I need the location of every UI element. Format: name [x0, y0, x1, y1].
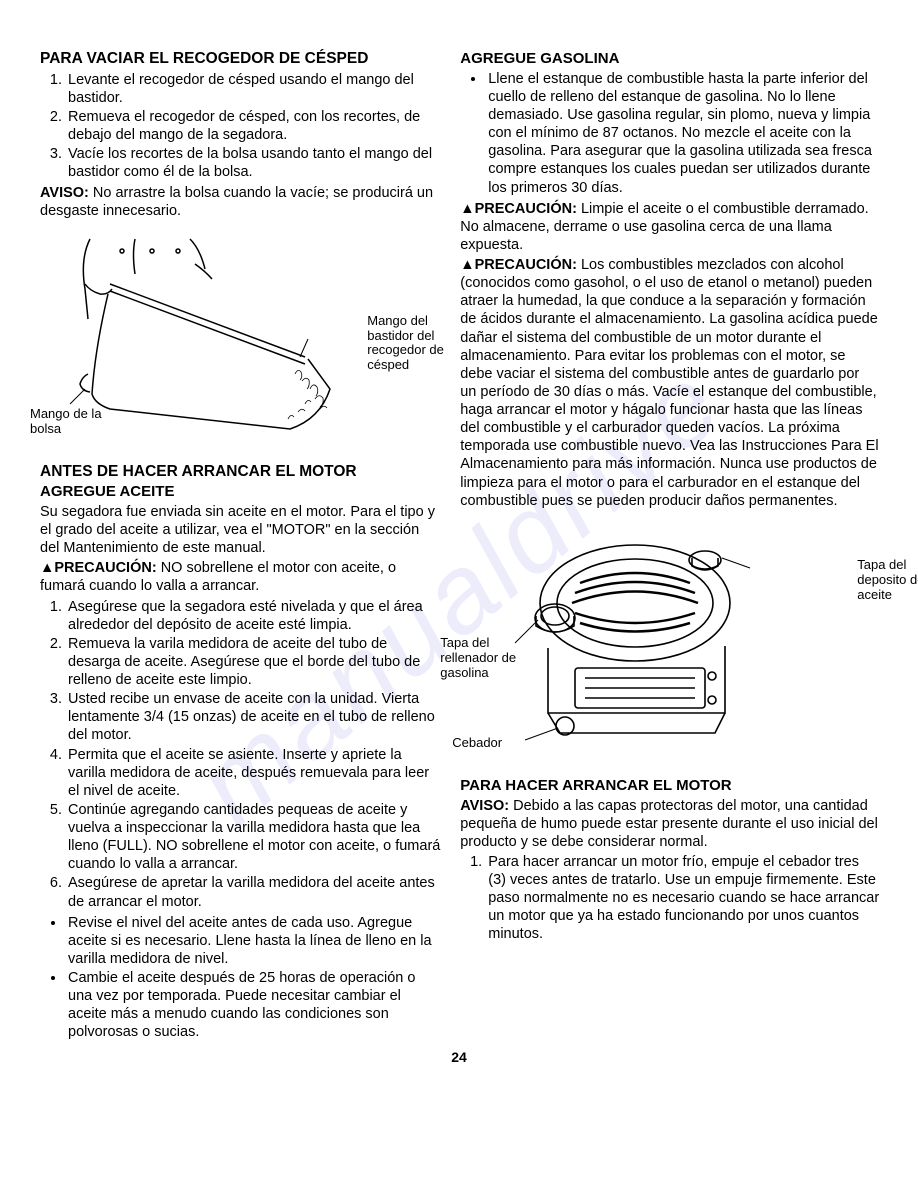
section2-intro: Su segadora fue enviada sin aceite en el…: [40, 503, 442, 557]
right-column: AGREGUE GASOLINA Llene el estanque de co…: [460, 50, 879, 1045]
list-item: Usted recibe un envase de aceite con la …: [66, 690, 442, 744]
warning-icon: ▲: [40, 560, 54, 576]
list-item: Remueva el recogedor de césped, con los …: [66, 108, 442, 144]
precaucion1-label: PRECAUCIÓN:: [475, 201, 577, 217]
aviso-text: No arrastre la bolsa cuando la vacíe; se…: [40, 185, 433, 219]
left-column: PARA VACIAR EL RECOGEDOR DE CÉSPED Levan…: [40, 50, 442, 1045]
list-item: Vacíe los recortes de la bolsa usando ta…: [66, 145, 442, 181]
section3-heading: AGREGUE GASOLINA: [460, 50, 879, 69]
warning-icon: ▲: [460, 257, 474, 273]
fig1-label-frame: Mango del bastidor del recogedor de césp…: [367, 314, 447, 374]
list-item: Asegúrese que la segadora esté nivelada …: [66, 598, 442, 634]
list-item: Llene el estanque de combustible hasta l…: [486, 70, 879, 197]
precaucion2-block: ▲PRECAUCIÓN: Los combustibles mezclados …: [460, 256, 879, 510]
fig1-label-bag: Mango de la bolsa: [30, 407, 105, 437]
section4-heading: PARA HACER ARRANCAR EL MOTOR: [460, 777, 879, 796]
list-item: Para hacer arrancar un motor frío, empuj…: [486, 853, 879, 944]
page-content: PARA VACIAR EL RECOGEDOR DE CÉSPED Levan…: [40, 50, 878, 1066]
list-item: Revise el nivel del aceite antes de cada…: [66, 914, 442, 968]
section1-heading: PARA VACIAR EL RECOGEDOR DE CÉSPED: [40, 50, 442, 69]
aviso-para: AVISO: No arrastre la bolsa cuando la va…: [40, 184, 442, 220]
precaucion-label: PRECAUCIÓN:: [54, 560, 156, 576]
figure-grass-catcher: Mango del bastidor del recogedor de césp…: [40, 229, 442, 449]
section2-subheading: AGREGUE ACEITE: [40, 483, 442, 502]
precaucion2-text: Los combustibles mezclados con alcohol (…: [460, 257, 878, 509]
fig2-label-oil: Tapa del deposito de aceite: [857, 558, 918, 603]
list-item: Remueva la varila medidora de aceite del…: [66, 635, 442, 689]
list-item: Permita que el aceite se asiente. Insert…: [66, 746, 442, 800]
figure-engine: Tapa del deposito de aceite Tapa del rel…: [460, 528, 879, 763]
aviso-label: AVISO:: [40, 185, 89, 201]
section3-bullets: Llene el estanque de combustible hasta l…: [460, 70, 879, 197]
fig2-label-primer: Cebador: [452, 736, 522, 751]
section4-aviso: AVISO: Debido a las capas protectoras de…: [460, 797, 879, 851]
list-item: Asegúrese de apretar la varilla medidora…: [66, 874, 442, 910]
list-item: Continúe agregando cantidades pequeas de…: [66, 801, 442, 874]
section2-list: Asegúrese que la segadora esté nivelada …: [40, 598, 442, 911]
precaucion-block: ▲PRECAUCIÓN: NO sobrellene el motor con …: [40, 559, 442, 595]
section2-bullets: Revise el nivel del aceite antes de cada…: [40, 914, 442, 1042]
aviso-text: Debido a las capas protectoras del motor…: [460, 798, 878, 850]
section4-list: Para hacer arrancar un motor frío, empuj…: [460, 853, 879, 944]
warning-icon: ▲: [460, 201, 474, 217]
section1-list: Levante el recogedor de césped usando el…: [40, 71, 442, 182]
precaucion2-label: PRECAUCIÓN:: [475, 257, 577, 273]
list-item: Cambie el aceite después de 25 horas de …: [66, 969, 442, 1042]
precaucion1-block: ▲PRECAUCIÓN: Limpie el aceite o el combu…: [460, 200, 879, 254]
list-item: Levante el recogedor de césped usando el…: [66, 71, 442, 107]
page-number: 24: [40, 1049, 878, 1067]
aviso-label: AVISO:: [460, 798, 509, 814]
fig2-label-gas: Tapa del rellenador de gasolina: [440, 636, 518, 681]
section2-heading: ANTES DE HACER ARRANCAR EL MOTOR: [40, 463, 442, 482]
